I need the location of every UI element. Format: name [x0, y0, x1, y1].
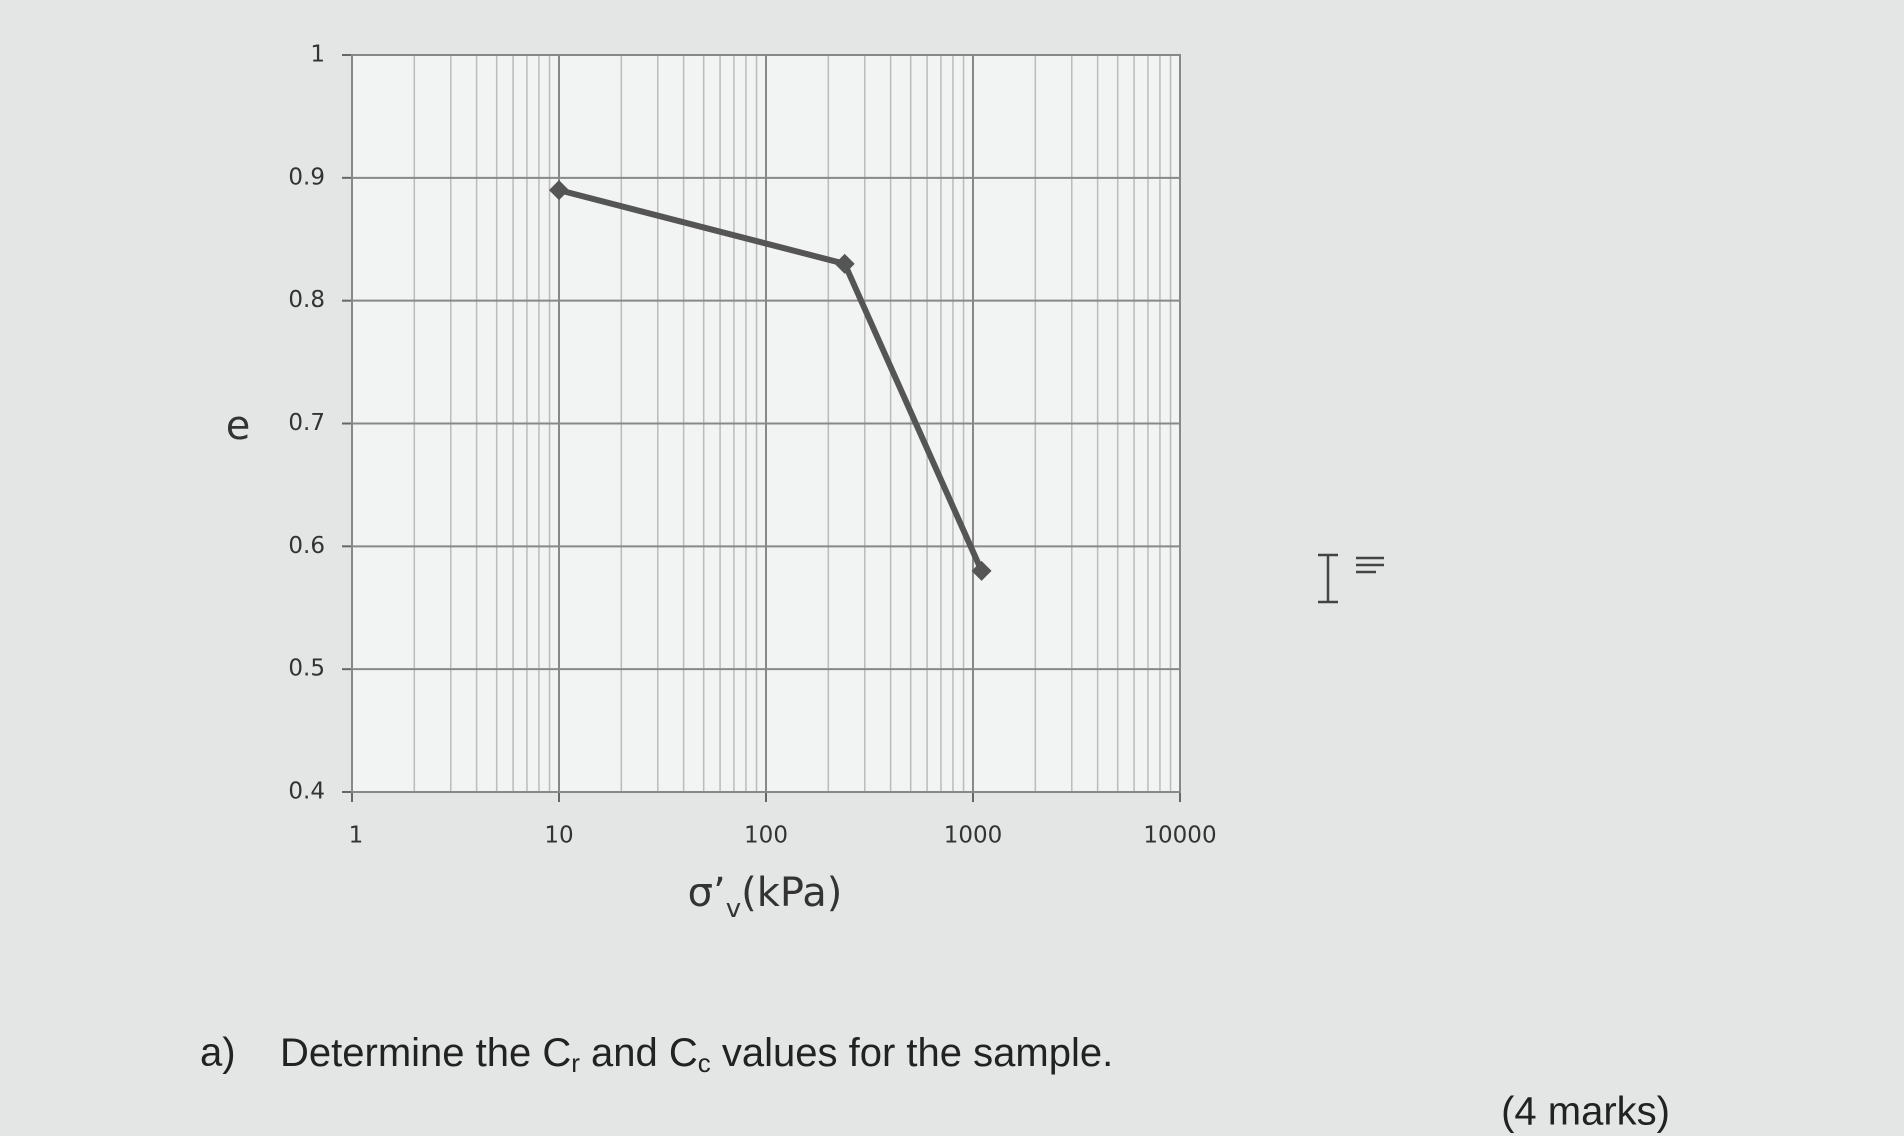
- y-tick-label: 0.6: [288, 533, 325, 559]
- y-axis-label: e: [226, 403, 251, 449]
- x-axis-label: σ’v(kPa): [688, 870, 843, 924]
- x-tick-label: 100: [744, 823, 788, 849]
- plot-border: [351, 54, 1181, 793]
- q-part: values for the sample.: [711, 1031, 1113, 1075]
- question-label: a): [200, 1031, 236, 1075]
- data-point: [971, 560, 992, 581]
- y-tick-label: 0.7: [288, 410, 325, 436]
- text-cursor-icon: [1318, 553, 1384, 604]
- q-sub: r: [571, 1048, 580, 1078]
- x-tick-label: 10: [544, 823, 573, 849]
- marks: (4 marks): [1501, 1090, 1670, 1134]
- data-point: [549, 180, 569, 201]
- y-tick-label: 0.4: [288, 779, 325, 805]
- x-label-part: (kPa): [741, 870, 842, 916]
- x-tick-label: 1000: [944, 823, 1003, 849]
- data-point: [834, 253, 855, 274]
- y-tick-label: 1: [310, 42, 325, 68]
- y-tick-label: 0.8: [288, 287, 325, 313]
- x-tick-label: 1: [349, 823, 364, 849]
- x-label-sub: v: [726, 894, 741, 924]
- x-tick-label: 10000: [1143, 823, 1216, 849]
- y-tick-label: 0.5: [288, 656, 325, 682]
- x-label-part: σ’: [688, 870, 726, 916]
- q-part: Determine the C: [280, 1031, 571, 1075]
- y-tick-label: 0.9: [288, 164, 325, 190]
- q-part: and C: [580, 1031, 698, 1075]
- q-sub: c: [698, 1048, 711, 1078]
- question-text: Determine the Cr and Cc values for the s…: [280, 1031, 1113, 1078]
